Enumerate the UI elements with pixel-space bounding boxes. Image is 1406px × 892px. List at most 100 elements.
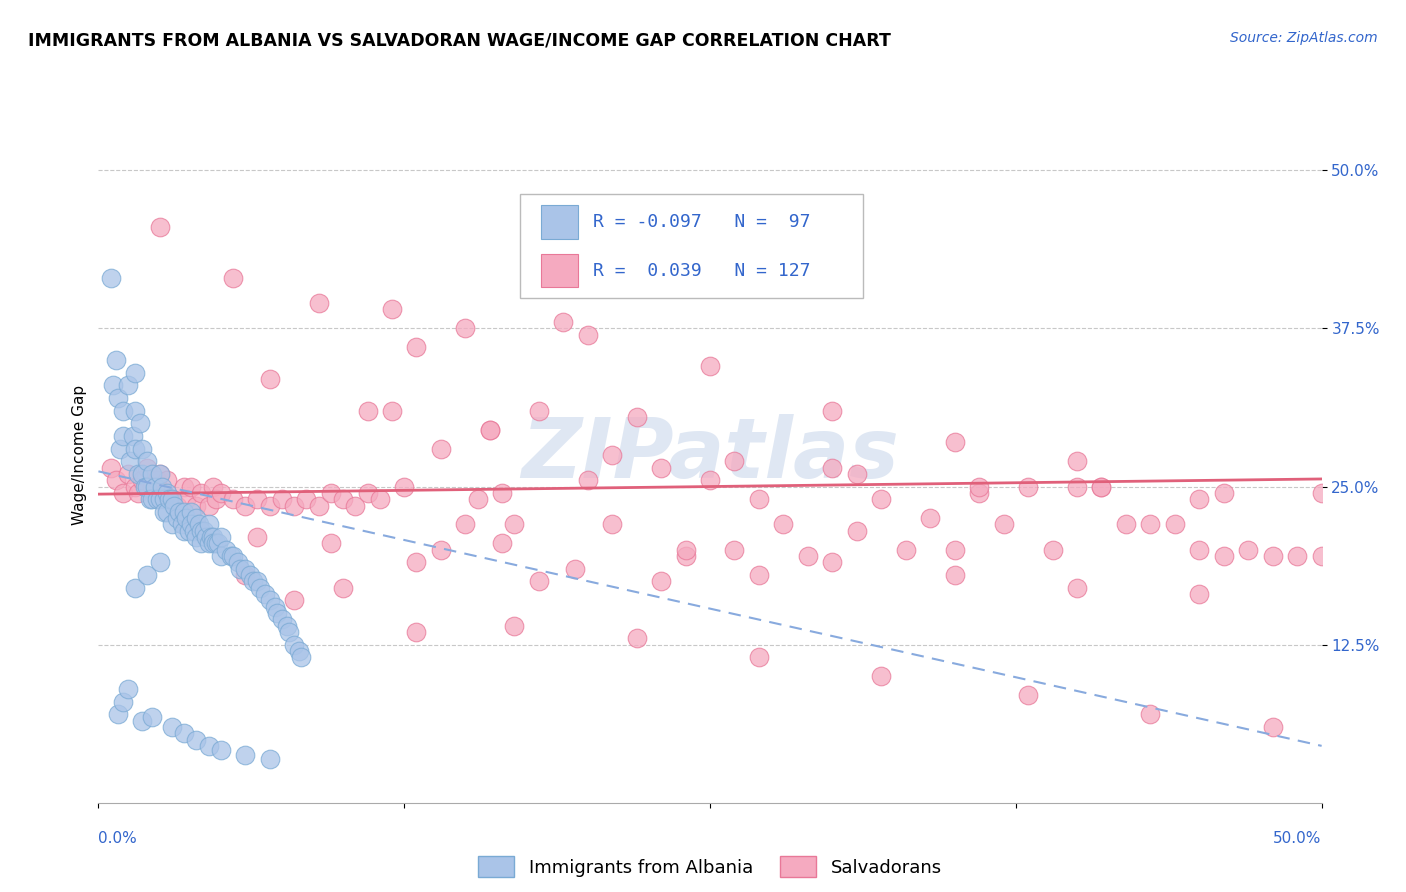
Point <box>180 479 202 493</box>
Point <box>104 353 127 368</box>
Point <box>202 479 225 493</box>
Point <box>124 366 146 380</box>
Point <box>576 327 599 342</box>
Point <box>246 574 269 589</box>
Point <box>183 524 205 538</box>
Point <box>124 581 146 595</box>
Point <box>278 625 301 640</box>
Point <box>127 467 149 481</box>
Point <box>295 492 318 507</box>
Point <box>576 473 599 487</box>
Point <box>205 492 228 507</box>
Point <box>266 606 288 620</box>
Point <box>149 467 172 481</box>
Point <box>136 479 159 493</box>
Point <box>943 542 966 557</box>
Point <box>870 492 893 507</box>
Point <box>143 479 166 493</box>
Point <box>190 524 212 538</box>
Point <box>219 549 242 563</box>
Point <box>111 486 134 500</box>
Point <box>1115 517 1137 532</box>
Point <box>1212 486 1234 500</box>
Point <box>967 479 990 493</box>
Point <box>478 423 501 437</box>
Point <box>110 442 132 456</box>
Point <box>127 486 149 500</box>
Point <box>478 423 501 437</box>
Point <box>283 593 305 607</box>
Point <box>157 492 180 507</box>
Point <box>626 409 648 424</box>
Point <box>650 460 672 475</box>
Point <box>392 479 416 493</box>
Point <box>1090 479 1112 493</box>
Point <box>150 479 173 493</box>
Point <box>167 505 190 519</box>
Point <box>197 536 219 550</box>
Point <box>1261 720 1284 734</box>
Point <box>209 549 232 563</box>
Point <box>141 467 163 481</box>
Point <box>136 568 159 582</box>
Point <box>356 403 378 417</box>
Point <box>430 442 453 456</box>
Point <box>163 499 186 513</box>
Point <box>166 511 188 525</box>
Point <box>111 695 134 709</box>
Point <box>134 479 156 493</box>
Point <box>149 492 172 507</box>
Point <box>1310 486 1333 500</box>
Point <box>527 574 550 589</box>
Point <box>332 581 354 595</box>
Point <box>943 435 966 450</box>
Point <box>233 747 256 762</box>
Point <box>1188 492 1211 507</box>
Point <box>173 524 195 538</box>
Point <box>553 315 575 329</box>
Point <box>242 574 264 589</box>
Point <box>156 486 179 500</box>
Point <box>845 524 868 538</box>
Point <box>186 499 208 513</box>
Point <box>186 517 208 532</box>
Point <box>229 562 252 576</box>
Point <box>141 492 163 507</box>
Point <box>821 460 844 475</box>
Point <box>209 530 232 544</box>
Point <box>1310 549 1333 563</box>
Point <box>253 587 276 601</box>
Point <box>283 638 305 652</box>
Point <box>259 499 281 513</box>
Text: 0.0%: 0.0% <box>98 830 138 846</box>
Point <box>503 517 526 532</box>
Point <box>209 742 232 756</box>
Point <box>139 492 162 507</box>
Point <box>1261 549 1284 563</box>
Point <box>124 479 146 493</box>
Point <box>259 751 281 765</box>
Point <box>381 403 404 417</box>
Point <box>153 486 176 500</box>
Point <box>214 542 236 557</box>
Point <box>141 479 163 493</box>
Point <box>381 302 404 317</box>
Point <box>222 492 245 507</box>
Text: IMMIGRANTS FROM ALBANIA VS SALVADORAN WAGE/INCOME GAP CORRELATION CHART: IMMIGRANTS FROM ALBANIA VS SALVADORAN WA… <box>28 31 891 49</box>
Point <box>319 536 342 550</box>
Point <box>259 593 281 607</box>
Text: R = -0.097   N =  97: R = -0.097 N = 97 <box>592 213 810 231</box>
Point <box>129 417 152 431</box>
Point <box>104 473 127 487</box>
Point <box>748 492 770 507</box>
Point <box>356 486 378 500</box>
Point <box>1042 542 1064 557</box>
Point <box>239 568 262 582</box>
Point <box>943 568 966 582</box>
Point <box>149 467 172 481</box>
Point <box>503 618 526 632</box>
Point <box>153 505 176 519</box>
Point <box>176 511 198 525</box>
Point <box>1212 549 1234 563</box>
Point <box>332 492 354 507</box>
